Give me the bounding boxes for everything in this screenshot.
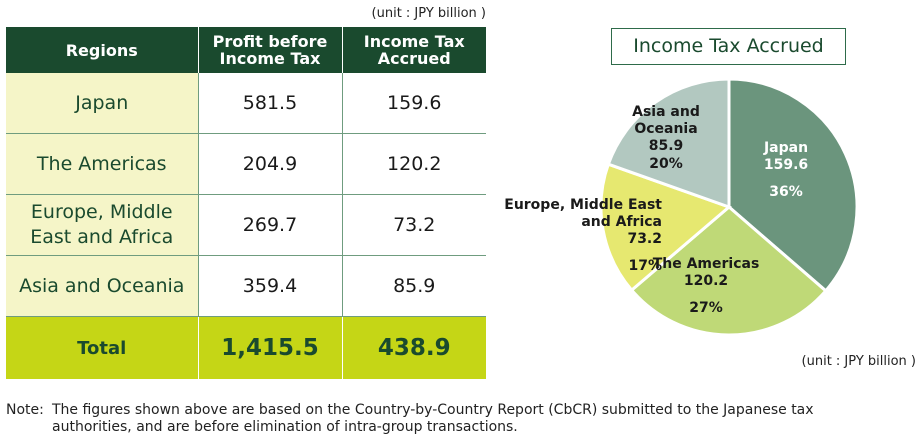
header-regions: Regions xyxy=(6,27,199,73)
row-profit: 581.5 xyxy=(198,73,343,134)
total-profit: 1,415.5 xyxy=(198,316,343,379)
row-tax: 73.2 xyxy=(342,194,486,256)
header-profit-before-tax: Profit before Income Tax xyxy=(198,27,343,73)
table-row: Europe, Middle East and Africa 269.7 73.… xyxy=(6,194,486,256)
row-tax: 120.2 xyxy=(342,133,486,195)
pie-label-value: 120.2 xyxy=(684,273,728,289)
footnote-text: The figures shown above are based on the… xyxy=(52,402,814,435)
pie-label-name: and Africa xyxy=(581,214,662,230)
row-tax: 159.6 xyxy=(342,73,486,134)
row-region: Europe, Middle East and Africa xyxy=(6,194,199,256)
pie-label-percent: 17% xyxy=(628,258,662,274)
pie-label-percent: 27% xyxy=(689,300,723,316)
row-profit: 269.7 xyxy=(198,194,343,256)
table-header-row: Regions Profit before Income Tax Income … xyxy=(6,27,486,73)
pie-label-name: The Americas xyxy=(653,256,760,272)
pie-slice-japan xyxy=(727,77,859,293)
row-profit: 204.9 xyxy=(198,133,343,195)
table-row: The Americas 204.9 120.2 xyxy=(6,133,486,195)
table-total-row: Total 1,415.5 438.9 xyxy=(6,316,486,379)
row-region: Asia and Oceania xyxy=(6,255,199,317)
pie-label-percent: 20% xyxy=(649,156,683,172)
footnote-label: Note: xyxy=(6,402,44,418)
footnote: Note: The figures shown above are based o… xyxy=(6,402,906,436)
chart-unit-label: (unit : JPY billion ) xyxy=(801,354,916,369)
pie-label-name: Oceania xyxy=(634,121,697,137)
row-region: The Americas xyxy=(6,133,199,195)
table-row: Japan 581.5 159.6 xyxy=(6,73,486,134)
table-unit-label: (unit : JPY billion ) xyxy=(371,6,486,21)
pie-label-name: Japan xyxy=(763,140,808,156)
pie-label-name: Asia and xyxy=(632,104,700,120)
row-profit: 359.4 xyxy=(198,255,343,317)
income-tax-table: Regions Profit before Income Tax Income … xyxy=(6,27,486,379)
row-tax: 85.9 xyxy=(342,255,486,317)
pie-label-value: 85.9 xyxy=(649,138,684,154)
pie-label-name: Europe, Middle East xyxy=(504,197,662,213)
pie-slice-asia-oceania xyxy=(606,77,731,210)
row-region: Japan xyxy=(6,73,199,134)
pie-slice-the-americas xyxy=(629,205,828,337)
total-label: Total xyxy=(6,316,199,379)
total-tax: 438.9 xyxy=(342,316,486,379)
pie-label-value: 159.6 xyxy=(764,157,808,173)
pie-chart-title: Income Tax Accrued xyxy=(611,28,846,65)
table-row: Asia and Oceania 359.4 85.9 xyxy=(6,255,486,317)
pie-label-percent: 36% xyxy=(769,184,803,200)
pie-label-value: 73.2 xyxy=(627,231,662,247)
header-income-tax-accrued: Income Tax Accrued xyxy=(342,27,486,73)
